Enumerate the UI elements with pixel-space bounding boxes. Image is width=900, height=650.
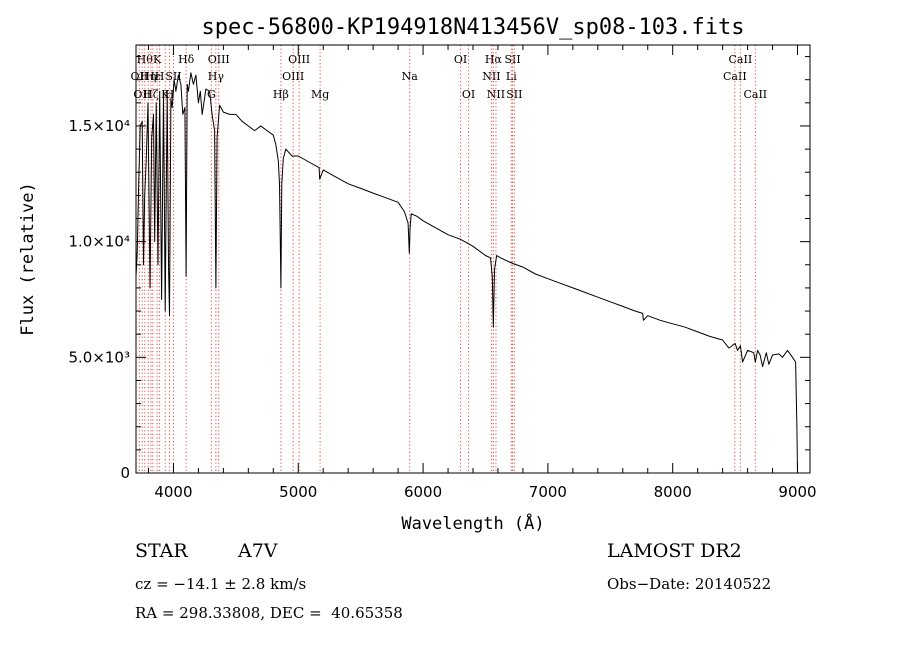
- line-marker-label: OIII: [282, 70, 304, 83]
- line-marker-label: Hη: [140, 70, 156, 83]
- survey-name: LAMOST DR2: [607, 540, 742, 562]
- line-marker-label: Hγ: [208, 70, 225, 83]
- redshift-velocity: cz = −14.1 ± 2.8 km/s: [135, 575, 307, 593]
- line-marker-label: CaII: [729, 53, 753, 66]
- spectral-subclass: A7V: [238, 540, 278, 562]
- y-tick-label: 1.0×10⁴: [68, 233, 130, 251]
- spectrum-series: [135, 72, 798, 474]
- line-marker-label: Hδ: [178, 53, 195, 66]
- y-axis-label: Flux (relative): [18, 182, 38, 336]
- y-tick-label: 0: [120, 464, 130, 482]
- line-marker-label: OIII: [208, 53, 230, 66]
- line-marker-label: K: [153, 53, 162, 66]
- line-marker-label: G: [207, 88, 216, 101]
- line-marker-label: CaII: [743, 88, 767, 101]
- line-marker-label: SII: [506, 88, 522, 101]
- line-marker-label: Li: [506, 70, 517, 83]
- line-marker-label: Hζ: [143, 88, 159, 101]
- line-marker-label: Hβ: [273, 88, 289, 101]
- line-marker-label: CaII: [723, 70, 747, 83]
- line-marker-label: NII: [487, 88, 505, 101]
- x-tick-label: 5000: [279, 483, 317, 501]
- line-marker-label: OII: [131, 70, 149, 83]
- observation-date: Obs−Date: 20140522: [607, 575, 772, 593]
- emission-line-markers: OIIOIIHθHηHζHεKHKHSIIHδGHγOIIIHβOIIIOIII…: [131, 45, 767, 473]
- line-marker-label: Mg: [311, 88, 329, 101]
- line-marker-label: Hα: [485, 53, 503, 66]
- x-tick-label: 9000: [778, 483, 816, 501]
- line-marker-label: K: [161, 88, 170, 101]
- x-tick-label: 4000: [154, 483, 192, 501]
- line-marker-label: OI: [454, 53, 467, 66]
- plot-frame: [135, 44, 811, 474]
- object-type: STAR: [135, 540, 188, 562]
- x-tick-label: 7000: [529, 483, 567, 501]
- line-marker-label: OII: [133, 88, 151, 101]
- line-marker-label: NII: [482, 70, 500, 83]
- line-marker-label: Na: [402, 70, 419, 83]
- line-marker-label: SII: [504, 53, 520, 66]
- x-tick-label: 6000: [404, 483, 442, 501]
- line-marker-label: H: [165, 88, 175, 101]
- line-marker-label: OIII: [288, 53, 310, 66]
- x-axis-label: Wavelength (Å): [401, 512, 544, 534]
- x-tick-label: 8000: [654, 483, 692, 501]
- chart-title: spec-56800-KP194918N413456V_sp08-103.fit…: [201, 15, 744, 40]
- y-tick-label: 5.0×10³: [68, 348, 130, 366]
- y-tick-label: 1.5×10⁴: [68, 117, 130, 135]
- line-marker-label: Hε: [145, 70, 161, 83]
- coordinates: RA = 298.33808, DEC = 40.65358: [135, 604, 403, 622]
- spectrum-line: [135, 72, 798, 474]
- axis-ticks: 4000 5000 6000 7000 8000 9000 0 5.0×10³ 1.0×10⁴ 1…: [68, 45, 817, 501]
- line-marker-label: H: [155, 70, 165, 83]
- line-marker-label: OI: [462, 88, 475, 101]
